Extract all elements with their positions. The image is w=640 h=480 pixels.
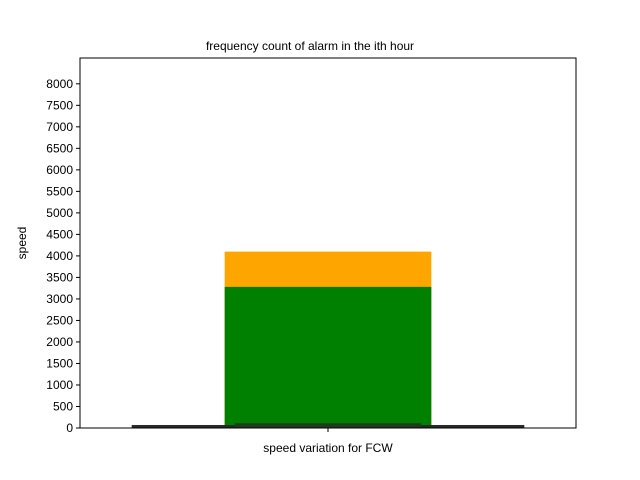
y-tick-label-11: 5500 (46, 184, 73, 198)
y-tick-label-15: 7500 (46, 98, 73, 112)
y-tick-label-9: 4500 (46, 227, 73, 241)
y-tick-label-16: 8000 (46, 77, 73, 91)
y-tick-label-12: 6000 (46, 163, 73, 177)
bar-3 (235, 423, 421, 428)
y-tick-label-8: 4000 (46, 249, 73, 263)
y-tick-label-14: 7000 (46, 120, 73, 134)
y-tick-label-3: 1500 (46, 356, 73, 370)
plot-area: 0 500 1000 1500 2000 2500 3000 3500 4000 4500 5000… (46, 57, 577, 435)
y-tick-label-1: 500 (53, 399, 73, 413)
y-tick-label-4: 2000 (46, 335, 73, 349)
chart-title: frequency count of alarm in the ith hour (206, 39, 414, 53)
y-tick-label-6: 3000 (46, 292, 73, 306)
y-axis-label: speed (15, 227, 29, 260)
y-tick-label-5: 2500 (46, 313, 73, 327)
y-tick-label-0: 0 (66, 421, 73, 435)
y-tick-label-2: 1000 (46, 378, 73, 392)
x-axis-label: speed variation for FCW (263, 441, 393, 455)
y-tick-label-7: 3500 (46, 270, 73, 284)
y-tick-label-13: 6500 (46, 141, 73, 155)
bar-1 (224, 286, 432, 428)
y-tick-label-10: 5000 (46, 206, 73, 220)
